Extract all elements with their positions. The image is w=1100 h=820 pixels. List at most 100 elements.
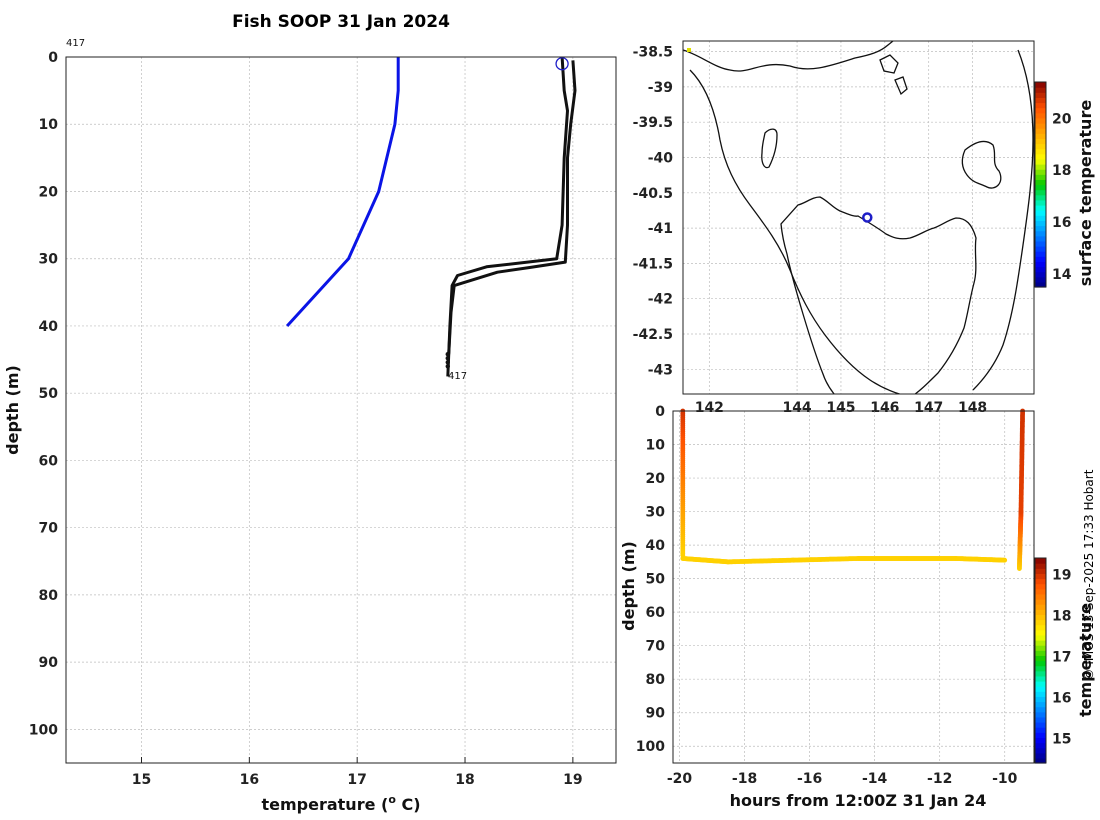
colorbar1-segment	[1035, 256, 1046, 262]
colorbar1-tick-label: 20	[1052, 111, 1072, 127]
island-group-ne	[879, 54, 908, 96]
colorbar2-segment	[1035, 747, 1046, 754]
colorbar2-segment	[1035, 645, 1046, 651]
colorbar2-segment	[1035, 578, 1046, 585]
colorbar1-segment	[1035, 281, 1046, 288]
colorbar1-segment	[1035, 82, 1046, 88]
colorbar1-frame	[1034, 81, 1047, 288]
colorbar2-segment	[1035, 604, 1046, 610]
flinders-island	[961, 140, 1002, 189]
colorbar2-segment	[1035, 563, 1046, 569]
colorbar1-segment	[1035, 266, 1046, 273]
profile-line-blue	[285, 57, 400, 328]
colorbar2-segment	[1035, 599, 1046, 605]
colorbar2-frame	[1034, 557, 1047, 764]
timeseries-xtick-label: -18	[732, 771, 757, 787]
colorbar1-segment	[1035, 276, 1046, 283]
colorbar1-segment	[1035, 240, 1046, 247]
timeseries-xtick-label: -16	[797, 771, 822, 787]
colorbar1-segment	[1035, 148, 1046, 155]
timeseries-ytick-label: 50	[646, 572, 666, 588]
profile-line-black-down	[446, 56, 569, 360]
profile-bottom-point	[445, 364, 450, 369]
profile-ytick-label: 20	[39, 184, 59, 200]
colorbar1-segment	[1035, 138, 1046, 145]
colorbar2-segment	[1035, 722, 1046, 728]
colorbar2-tick-label: 15	[1052, 731, 1071, 747]
colorbar1-segment	[1035, 199, 1046, 206]
profile-bottom-point	[445, 351, 450, 357]
profile-ytick-label: 50	[39, 386, 59, 402]
map-ytick-label: -40.5	[633, 186, 673, 202]
map-ytick-label: -43	[648, 362, 673, 378]
colorbar1-segment	[1035, 210, 1046, 216]
colorbar2-segment	[1035, 686, 1046, 692]
colorbar1-segment	[1035, 112, 1046, 119]
colorbar2-segment	[1035, 696, 1046, 703]
colorbar1-segment	[1035, 205, 1046, 211]
map-ytick-label: -38.5	[633, 45, 673, 61]
colorbar2-segment	[1035, 752, 1046, 759]
colorbar2-segment	[1035, 568, 1046, 574]
colorbar2-tick-label: 17	[1052, 649, 1071, 665]
profile-ytick-label: 100	[29, 722, 58, 738]
colorbar1-segment	[1035, 189, 1046, 196]
colorbar1-segment	[1035, 143, 1046, 150]
colorbar1-segment	[1035, 92, 1046, 98]
colorbar2-segment	[1035, 660, 1046, 667]
map-xtick-label: 147	[914, 400, 943, 416]
timeseries-xtick-label: -20	[667, 771, 693, 787]
colorbar2-segment	[1035, 583, 1046, 590]
colorbar1-segment	[1035, 174, 1046, 180]
profile-xtick-label: 19	[563, 772, 582, 788]
colorbar2-segment	[1035, 640, 1046, 646]
timeseries-ytick-label: 80	[646, 672, 666, 688]
profile-xtick-label: 16	[240, 772, 259, 788]
colorbar1-segment	[1035, 97, 1046, 104]
profile-start-marker	[555, 57, 569, 71]
profile-ytick-label: 0	[48, 50, 58, 66]
figure-title: Fish SOOP 31 Jan 2024	[232, 12, 450, 32]
colorbar1-segment	[1035, 102, 1046, 109]
colorbar2-segment	[1035, 737, 1046, 744]
profile-xtick-label: 17	[347, 772, 366, 788]
continental-shelf-west	[689, 69, 902, 394]
colorbar2-segment	[1035, 706, 1046, 713]
colorbar1-segment	[1035, 179, 1046, 186]
colorbar1-tick-label: 18	[1052, 163, 1071, 179]
profile-annotation-top: 417	[66, 38, 85, 49]
colorbar1-segment	[1035, 158, 1046, 165]
profile-ytick-label: 30	[39, 252, 59, 268]
colorbar2-segment	[1035, 670, 1046, 677]
colorbar2-segment	[1035, 675, 1046, 682]
colorbar1-segment	[1035, 117, 1046, 124]
colorbar2-segment	[1035, 701, 1046, 708]
map-xtick-label: 146	[870, 400, 899, 416]
timeseries-ytick-label: 0	[655, 404, 665, 420]
timeseries-ytick-label: 10	[646, 438, 666, 454]
timeseries-ytick-label: 70	[646, 639, 666, 655]
colorbar2-segment	[1035, 681, 1046, 687]
map-coastline	[683, 41, 1034, 394]
timeseries-ytick-label: 60	[646, 605, 666, 621]
colorbar1-segment	[1035, 194, 1046, 201]
map-corner-point	[687, 48, 691, 52]
map-ytick-label: -42	[648, 292, 673, 308]
map-ytick-label: -39	[648, 80, 673, 96]
colorbar1-segment	[1035, 128, 1046, 134]
colorbar1-segment	[1035, 123, 1046, 129]
timeseries-xtick-label: -14	[862, 771, 888, 787]
colorbar1-segment	[1035, 230, 1046, 237]
colorbar2-segment	[1035, 619, 1046, 626]
colorbar2-segment	[1035, 716, 1046, 723]
timeseries-xtick-label: -10	[992, 771, 1018, 787]
map-ytick-label: -41.5	[633, 256, 673, 272]
colorbar2-segment	[1035, 593, 1046, 600]
colorbar1-segment	[1035, 107, 1046, 114]
timeseries-ytick-label: 90	[646, 706, 666, 722]
colorbar1-segment	[1035, 153, 1046, 160]
colorbar2-segment	[1035, 732, 1046, 738]
colorbar2-segment	[1035, 573, 1046, 580]
colorbar2-segment	[1035, 655, 1046, 662]
